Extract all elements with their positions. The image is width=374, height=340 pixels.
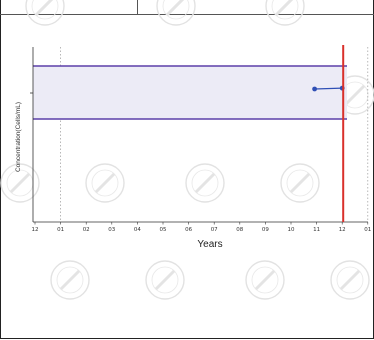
watermark-slash: [194, 172, 216, 194]
x-tick-label: 07: [211, 227, 218, 233]
watermark-seal: [85, 163, 125, 203]
header-column-divider: [137, 0, 138, 14]
x-tick-label: 08: [236, 227, 243, 233]
watermark-inner-ring: [162, 0, 190, 20]
series-layer: [312, 85, 345, 92]
watermark-slash: [289, 172, 311, 194]
x-tick-label: 05: [160, 227, 167, 233]
watermark-slash: [154, 269, 176, 291]
watermark-seal: [25, 0, 65, 26]
watermark-slash: [274, 0, 294, 17]
watermark-outer-ring: [145, 260, 185, 300]
watermark-outer-ring: [0, 163, 40, 203]
watermark-seal: [280, 163, 320, 203]
series-point: [312, 86, 317, 92]
watermark-outer-ring: [280, 163, 320, 203]
watermark-slash: [339, 269, 361, 291]
watermark-seal: [245, 260, 285, 300]
x-tick-layer: 12 01 02 03 04 05 06 07 08 09 10 11 12 01: [32, 222, 371, 233]
y-axis-title: Concentration(Cells/mL): [15, 102, 22, 172]
watermark-slash: [9, 172, 31, 194]
reference-band-fill: [33, 66, 347, 119]
watermark-inner-ring: [31, 0, 59, 20]
watermark-seal: [330, 260, 370, 300]
watermark-outer-ring: [330, 260, 370, 300]
watermark-inner-ring: [91, 169, 119, 197]
x-tick-label: 02: [83, 227, 90, 233]
x-axis-title: Years: [197, 239, 222, 250]
watermark-slash: [34, 0, 54, 17]
x-tick-label: 12: [32, 227, 39, 233]
watermark-inner-ring: [286, 169, 314, 197]
watermark-outer-ring: [85, 163, 125, 203]
header-strip: [0, 0, 374, 15]
series-line: [314, 87, 343, 90]
watermark-inner-ring: [251, 266, 279, 294]
x-tick-label: 09: [262, 227, 269, 233]
watermark-outer-ring: [156, 0, 196, 26]
watermark-outer-ring: [245, 260, 285, 300]
axes-layer: [30, 47, 368, 223]
watermark-outer-ring: [25, 0, 65, 26]
x-tick-label: 11: [313, 227, 320, 233]
x-tick-label: 04: [134, 227, 141, 233]
watermark-seal: [265, 0, 305, 26]
watermark-seal: [156, 0, 196, 26]
x-tick-label: 06: [185, 227, 192, 233]
watermark-seal: [50, 260, 90, 300]
x-tick-label: 01: [364, 227, 371, 233]
watermark-inner-ring: [56, 266, 84, 294]
watermark-slash: [254, 269, 276, 291]
reference-band-layer: [33, 65, 347, 120]
x-tick-label: 12: [339, 227, 346, 233]
watermark-outer-ring: [185, 163, 225, 203]
watermark-outer-ring: [265, 0, 305, 26]
watermark-seal: [0, 163, 40, 203]
watermark-seal: [145, 260, 185, 300]
x-tick-label: 03: [108, 227, 115, 233]
watermark-slash: [94, 172, 116, 194]
watermark-inner-ring: [336, 266, 364, 294]
watermark-outer-ring: [50, 260, 90, 300]
watermark-slash: [344, 84, 366, 106]
watermark-slash: [59, 269, 81, 291]
watermark-inner-ring: [271, 0, 299, 20]
watermark-inner-ring: [191, 169, 219, 197]
watermark-seal: [185, 163, 225, 203]
x-tick-label: 10: [288, 227, 295, 233]
watermark-inner-ring: [151, 266, 179, 294]
x-tick-label: 01: [57, 227, 64, 233]
watermark-slash: [165, 0, 185, 17]
watermark-layer: [0, 0, 374, 300]
